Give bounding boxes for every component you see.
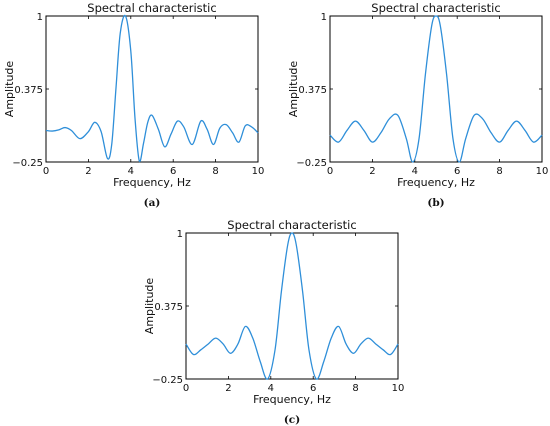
- chart-title: Spectral characteristic: [87, 1, 216, 15]
- panel-label: (b): [427, 197, 444, 209]
- chart-panel: Spectral characteristic 0 2 4 6 8 10 −0.25 0.375…: [143, 218, 404, 426]
- y-tick-label: −0.25: [296, 158, 327, 169]
- x-tick-label: 4: [128, 166, 134, 177]
- x-tick-label: 2: [225, 383, 231, 394]
- chart-panel: Spectral characteristic 0 2 4 6 8 10 −0.25 0.375…: [287, 1, 548, 209]
- x-axis-label: Frequency, Hz: [253, 393, 331, 406]
- x-tick-label: 0: [43, 166, 49, 177]
- y-tick-label: 0.375: [298, 85, 327, 96]
- x-tick-label: 4: [412, 166, 418, 177]
- plot-frame: [45, 15, 259, 163]
- x-tick-label: 6: [310, 383, 316, 394]
- y-tick-label: −0.25: [152, 375, 183, 386]
- series-line: [185, 232, 399, 380]
- y-tick-label: 1: [321, 12, 327, 23]
- x-tick-label: 8: [212, 166, 218, 177]
- y-tick-label: 1: [177, 229, 183, 240]
- x-tick-label: 8: [352, 383, 358, 394]
- x-axis-label: Frequency, Hz: [397, 176, 475, 189]
- chart-title: Spectral characteristic: [371, 1, 500, 15]
- x-tick-label: 6: [454, 166, 460, 177]
- x-tick-label: 4: [268, 383, 274, 394]
- x-tick-label: 6: [170, 166, 176, 177]
- series-line: [45, 14, 259, 163]
- y-axis-label: Amplitude: [143, 278, 156, 335]
- y-tick-label: 1: [37, 12, 43, 23]
- x-tick-label: 0: [183, 383, 189, 394]
- series-line: [329, 15, 543, 163]
- x-tick-label: 10: [252, 166, 265, 177]
- y-axis-label: Amplitude: [287, 61, 300, 118]
- x-tick-label: 10: [536, 166, 549, 177]
- chart-panel: Spectral characteristic 0 2 4 6 8 10 −0.25 0.375…: [3, 1, 264, 209]
- plot-frame: [329, 15, 543, 163]
- x-tick-label: 8: [496, 166, 502, 177]
- y-tick-label: −0.25: [12, 158, 43, 169]
- y-tick-label: 0.375: [14, 85, 43, 96]
- x-axis-label: Frequency, Hz: [113, 176, 191, 189]
- chart-title: Spectral characteristic: [227, 218, 356, 232]
- panel-label: (c): [284, 414, 300, 426]
- x-tick-label: 10: [392, 383, 405, 394]
- x-tick-label: 0: [327, 166, 333, 177]
- y-axis-label: Amplitude: [3, 61, 16, 118]
- x-tick-label: 2: [369, 166, 375, 177]
- y-tick-label: 0.375: [154, 302, 183, 313]
- x-tick-label: 2: [85, 166, 91, 177]
- plot-frame: [185, 232, 399, 380]
- panel-label: (a): [144, 197, 161, 209]
